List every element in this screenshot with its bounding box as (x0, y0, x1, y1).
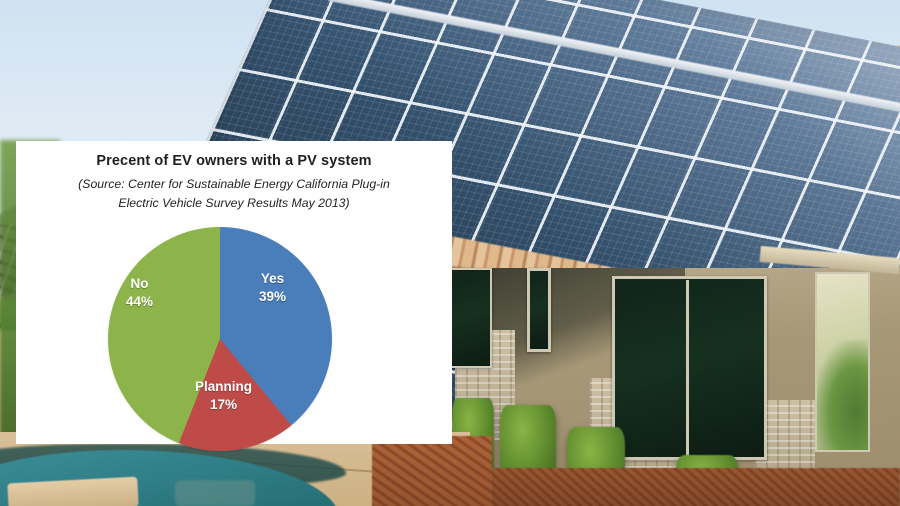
pie-slice-name-yes: Yes (260, 271, 285, 286)
chart-source-line-1: (Source: Center for Sustainable Energy C… (78, 177, 390, 191)
pie-slice-label-yes: Yes 39% (259, 270, 286, 306)
pie-slice-name-no: No (130, 276, 149, 291)
pie-slice-value-yes: 39% (259, 288, 287, 304)
chart-source-line-2: Electric Vehicle Survey Results May 2013… (118, 196, 350, 211)
pie-chart: Yes 39% No 44% Planning 17% (16, 213, 452, 451)
pie-graphic (108, 227, 332, 451)
pie-slice-label-planning: Planning 17% (195, 378, 252, 414)
pie-slice-value-planning: 17% (209, 396, 238, 412)
window-tall-reflecting (815, 272, 870, 452)
chart-title: Precent of EV owners with a PV system (96, 153, 372, 169)
chart-card: Precent of EV owners with a PV system (S… (16, 141, 452, 451)
pie-slice-value-no: 44% (126, 293, 154, 309)
pie-slice-label-no: No 44% (126, 275, 153, 311)
window-far-left (450, 268, 492, 368)
planting-bed (455, 468, 900, 506)
window-narrow (527, 268, 551, 352)
gravel-bed (372, 436, 492, 506)
window-mullion (686, 280, 689, 456)
pie-slice-name-planning: Planning (195, 379, 252, 394)
window-large (612, 276, 767, 460)
pool-step (175, 480, 255, 506)
chart-source-note: (Source: Center for Sustainable Energy C… (46, 175, 422, 213)
